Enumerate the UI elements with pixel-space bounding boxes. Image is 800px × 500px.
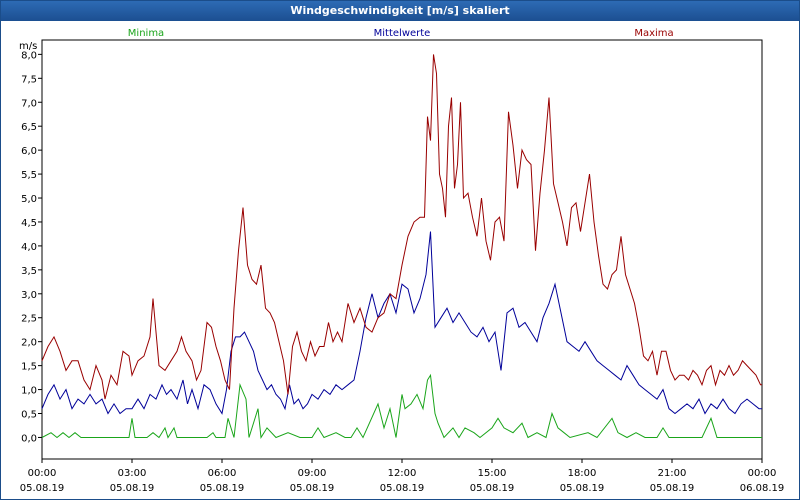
x-tick-time: 00:00: [28, 468, 57, 479]
x-tick-date: 05.08.19: [470, 483, 515, 494]
series-lines: [41, 54, 762, 439]
window-title: Windgeschwindigkeit [m/s] skaliert: [1, 1, 799, 21]
y-tick-label: 7,5: [21, 74, 37, 85]
y-tick-label: 4,0: [21, 242, 37, 253]
axis-labels: 0,0 0,5 1,0 1,5 2,0 2,5 3,0 3,5 4,0 4,5 5,0 5,5 6,0 6…: [19, 28, 784, 494]
y-tick-label: 0,0: [21, 433, 37, 444]
x-tick-date: 05.08.19: [650, 483, 695, 494]
series-line-maxima: [41, 54, 762, 400]
plot-frame: [41, 39, 763, 460]
x-tick-date: 05.08.19: [290, 483, 335, 494]
y-tick-label: 6,5: [21, 122, 37, 133]
y-tick-label: 1,0: [21, 386, 37, 397]
y-tick-label: 2,0: [21, 338, 37, 349]
legend-maxima: Maxima: [634, 28, 673, 39]
x-tick-date: 05.08.19: [380, 483, 425, 494]
y-tick-label: 2,5: [21, 314, 37, 325]
x-tick-time: 15:00: [478, 468, 507, 479]
x-tick-time: 03:00: [118, 468, 147, 479]
y-tick-label: 8,0: [21, 50, 37, 61]
y-tick-label: 4,5: [21, 218, 37, 229]
x-tick-time: 18:00: [568, 468, 597, 479]
y-axis-label: m/s: [19, 41, 37, 52]
legend-minima: Minima: [128, 28, 164, 39]
y-tick-label: 5,0: [21, 194, 37, 205]
x-tick-date: 05.08.19: [200, 483, 245, 494]
y-tick-label: 6,0: [21, 146, 37, 157]
x-tick-date: 05.08.19: [110, 483, 155, 494]
y-tick-label: 3,0: [21, 290, 37, 301]
x-tick-time: 21:00: [658, 468, 687, 479]
x-tick-date: 05.08.19: [20, 483, 65, 494]
x-tick-time: 00:00: [748, 468, 777, 479]
series-line-minima: [41, 373, 762, 439]
x-tick-time: 09:00: [298, 468, 327, 479]
axes: [38, 39, 763, 463]
legend-mittelwerte: Mittelwerte: [374, 28, 431, 39]
y-tick-label: 5,5: [21, 170, 37, 181]
y-tick-label: 0,5: [21, 410, 37, 421]
wind-speed-chart: 0,0 0,5 1,0 1,5 2,0 2,5 3,0 3,5 4,0 4,5 5,0 5,5 6,0 6…: [19, 28, 784, 494]
y-tick-label: 3,5: [21, 266, 37, 277]
y-tick-label: 7,0: [21, 98, 37, 109]
x-tick-time: 06:00: [208, 468, 237, 479]
x-tick-date: 06.08.19: [740, 483, 785, 494]
series-line-mittelwerte: [41, 231, 762, 415]
x-tick-time: 12:00: [388, 468, 417, 479]
y-tick-label: 1,5: [21, 362, 37, 373]
x-tick-date: 05.08.19: [560, 483, 605, 494]
